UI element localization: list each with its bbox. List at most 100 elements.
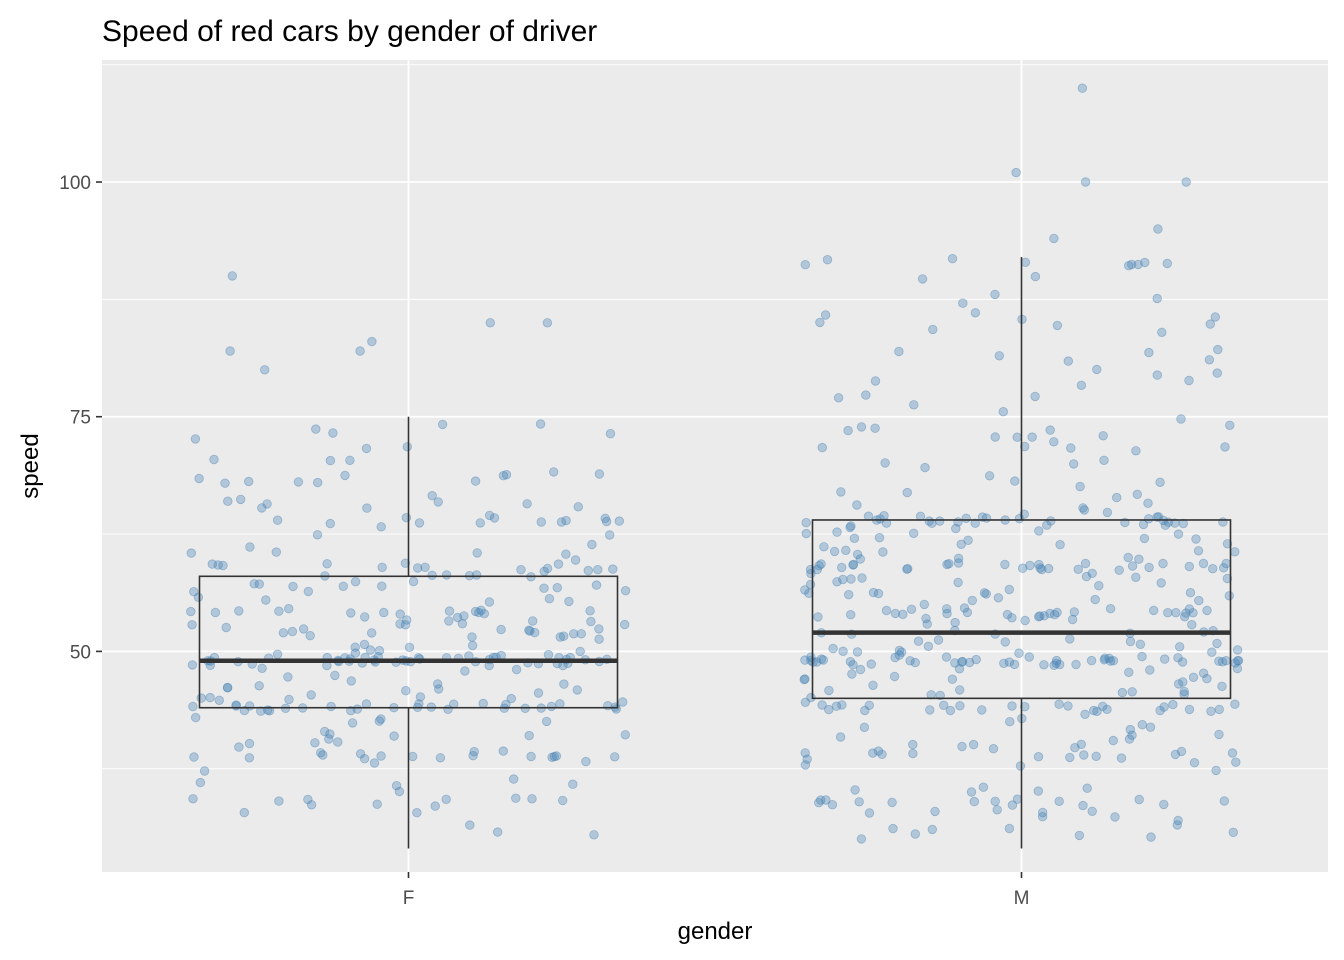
data-point xyxy=(312,530,323,540)
data-point xyxy=(802,754,812,764)
data-point xyxy=(1158,558,1168,569)
data-point xyxy=(992,805,1002,815)
data-point xyxy=(909,400,919,410)
data-point xyxy=(564,596,574,607)
data-point xyxy=(408,576,419,587)
data-point xyxy=(389,731,399,741)
data-point xyxy=(506,693,517,704)
data-point xyxy=(1052,607,1062,618)
data-point xyxy=(484,510,495,521)
data-point xyxy=(1000,559,1010,570)
data-point xyxy=(814,561,824,571)
data-point xyxy=(220,478,230,488)
data-point xyxy=(820,310,831,320)
data-point xyxy=(614,516,625,526)
data-point xyxy=(1157,327,1167,338)
data-point xyxy=(908,748,918,759)
data-point xyxy=(594,469,605,479)
data-point xyxy=(1184,375,1194,386)
data-point xyxy=(1073,564,1083,575)
data-point xyxy=(1033,612,1044,622)
data-point xyxy=(1174,642,1185,652)
data-point xyxy=(608,564,618,574)
data-point xyxy=(391,781,402,791)
data-point xyxy=(1125,636,1136,647)
data-point xyxy=(522,499,532,509)
data-point xyxy=(457,619,468,629)
data-point xyxy=(413,563,423,573)
data-point xyxy=(350,648,361,658)
data-point xyxy=(1140,257,1150,268)
data-point xyxy=(844,590,854,600)
data-point xyxy=(561,515,571,526)
data-point xyxy=(553,559,564,569)
data-point xyxy=(1206,706,1216,717)
data-point xyxy=(953,558,964,568)
data-point xyxy=(1063,701,1073,711)
data-point xyxy=(469,747,479,757)
data-point xyxy=(401,686,411,696)
data-point xyxy=(188,701,198,712)
data-point xyxy=(1088,705,1099,716)
data-point xyxy=(587,539,597,550)
data-point xyxy=(1176,414,1186,424)
data-point xyxy=(1111,492,1122,503)
data-point xyxy=(346,608,356,618)
data-point xyxy=(527,794,537,804)
data-point xyxy=(359,754,370,764)
data-point xyxy=(298,624,309,634)
data-point xyxy=(856,834,867,844)
data-point xyxy=(913,636,924,646)
data-point xyxy=(1117,687,1128,698)
data-point xyxy=(881,605,892,616)
data-point xyxy=(999,658,1009,669)
data-point xyxy=(1081,571,1092,582)
data-point xyxy=(1092,706,1102,717)
data-point xyxy=(1184,561,1195,572)
data-point xyxy=(1007,613,1017,623)
data-point xyxy=(427,491,437,501)
data-point xyxy=(555,699,565,709)
data-point xyxy=(801,518,811,528)
data-point xyxy=(873,588,884,599)
data-point xyxy=(984,471,995,481)
data-point xyxy=(1078,503,1088,513)
data-point xyxy=(471,570,482,580)
data-point xyxy=(1037,564,1047,575)
data-point xyxy=(1184,604,1195,614)
data-point xyxy=(870,376,881,386)
data-point xyxy=(894,645,905,656)
data-point xyxy=(1146,832,1156,842)
data-point xyxy=(816,795,826,805)
data-point xyxy=(601,516,612,527)
data-point xyxy=(374,646,385,656)
data-point xyxy=(1108,735,1119,746)
data-point xyxy=(412,808,422,818)
data-point xyxy=(1212,368,1223,378)
data-point xyxy=(1034,526,1044,536)
data-point xyxy=(1020,702,1030,712)
data-point xyxy=(850,785,860,795)
data-point xyxy=(881,518,892,528)
data-point xyxy=(1079,750,1089,760)
data-point xyxy=(193,592,204,603)
data-point xyxy=(817,700,827,710)
data-point xyxy=(990,796,1000,807)
data-point xyxy=(927,518,937,528)
data-point xyxy=(966,787,977,797)
data-point xyxy=(838,574,848,585)
data-point xyxy=(525,626,535,636)
data-point xyxy=(843,425,853,436)
data-point xyxy=(1087,806,1097,817)
data-point xyxy=(243,476,254,487)
data-point xyxy=(367,628,377,638)
data-point xyxy=(857,573,867,583)
outlier-point xyxy=(1181,177,1191,187)
data-point xyxy=(955,701,965,711)
data-point xyxy=(848,660,858,670)
data-point xyxy=(288,581,298,592)
data-point xyxy=(928,324,938,335)
data-point xyxy=(1207,564,1218,574)
data-point xyxy=(318,750,328,760)
